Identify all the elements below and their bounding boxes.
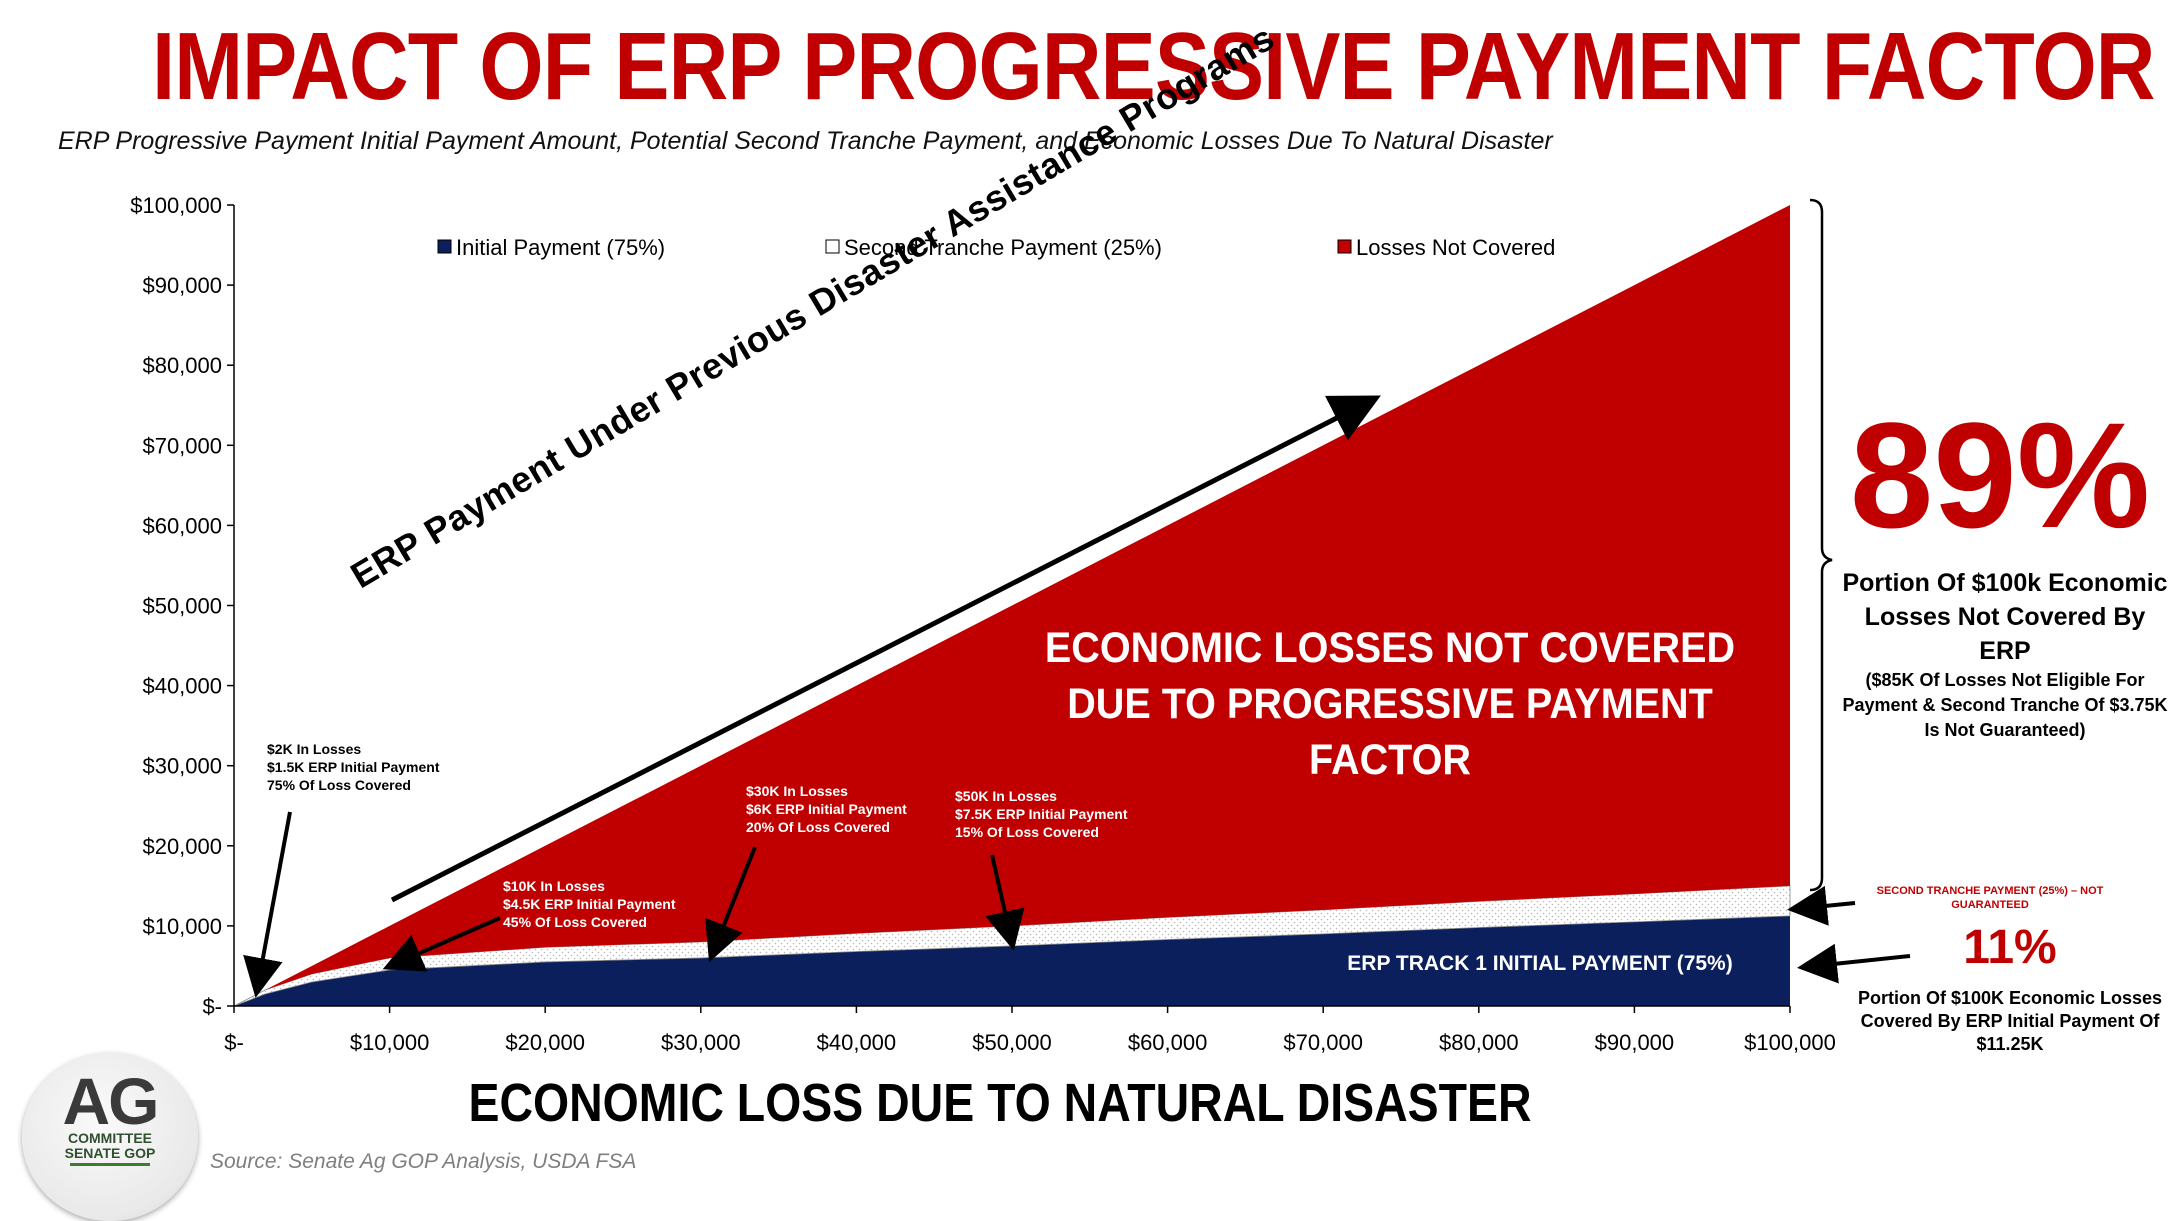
arrow-50k: [985, 854, 1025, 951]
arrow-tranche: [1787, 885, 1856, 926]
y-tick-label: $100,000: [130, 193, 222, 218]
x-tick-label: $60,000: [1128, 1030, 1208, 1055]
logo-ag-text: AG: [62, 1064, 160, 1138]
x-tick-label: $20,000: [505, 1030, 585, 1055]
x-tick-label: $-: [224, 1030, 244, 1055]
x-tick-label: $50,000: [972, 1030, 1052, 1055]
annotation-30k: $30K In Losses $6K ERP Initial Payment 20%…: [746, 783, 907, 835]
track1-label: ERP TRACK 1 INITIAL PAYMENT (75%): [1347, 952, 1733, 975]
y-tick-label: $-: [202, 994, 222, 1019]
annotation-10k: $10K In Losses $4.5K ERP Initial Payment 4…: [503, 878, 676, 930]
area-initial-payment: [234, 915, 1790, 1006]
arrow-10k: [382, 916, 501, 972]
tranche-note: SECOND TRANCHE PAYMENT (25%) – NOT GUARA…: [1876, 885, 2104, 911]
x-tick-label: $80,000: [1439, 1030, 1519, 1055]
legend-swatch: [825, 239, 840, 254]
page-subtitle: ERP Progressive Payment Initial Payment …: [58, 127, 1553, 155]
legend-label: Second Tranche Payment (25%): [844, 235, 1162, 260]
y-tick-label: $60,000: [142, 513, 222, 538]
bracket: [1809, 198, 1833, 892]
x-tick-label: $100,000: [1744, 1030, 1836, 1055]
arrow-2k: [243, 811, 292, 998]
legend-swatch: [1337, 239, 1352, 254]
y-tick-label: $70,000: [142, 433, 222, 458]
source-note: Source: Senate Ag GOP Analysis, USDA FSA: [210, 1150, 637, 1173]
arrow-diagonal: [390, 395, 1381, 903]
logo-line1: COMMITTEE: [68, 1130, 152, 1146]
logo-line2: SENATE GOP: [64, 1145, 156, 1161]
area-losses-not-covered: [234, 205, 1790, 1006]
annotation-2k: $2K In Losses $1.5K ERP Initial Payment 75…: [267, 741, 440, 793]
legend-swatch: [437, 239, 452, 254]
ag-committee-logo: AG COMMITTEE SENATE GOP: [22, 1053, 198, 1221]
legend-label: Losses Not Covered: [1356, 235, 1555, 260]
y-tick-label: $80,000: [142, 353, 222, 378]
pct-not-covered: 89%: [1849, 391, 2151, 559]
y-tick-label: $90,000: [142, 273, 222, 298]
x-tick-label: $30,000: [661, 1030, 741, 1055]
logo-bar: [70, 1163, 150, 1166]
x-tick-label: $40,000: [817, 1030, 897, 1055]
uncovered-losses-label: ECONOMIC LOSSES NOT COVERED DUE TO PROGR…: [1044, 624, 1736, 784]
pct-not-covered-desc: Portion Of $100k Economic Losses Not Cov…: [1842, 569, 2168, 665]
arrow-30k: [705, 846, 757, 963]
y-tick-label: $30,000: [142, 754, 222, 779]
x-tick-label: $70,000: [1283, 1030, 1363, 1055]
page-title: IMPACT OF ERP PROGRESSIVE PAYMENT FACTOR: [152, 13, 2155, 120]
y-tick-label: $40,000: [142, 674, 222, 699]
arrow-track1: [1797, 943, 1911, 984]
pct-not-covered-note: ($85K Of Losses Not Eligible For Payment…: [1842, 670, 2168, 740]
y-tick-label: $10,000: [142, 914, 222, 939]
y-tick-label: $20,000: [142, 834, 222, 859]
x-axis-title: ECONOMIC LOSS DUE TO NATURAL DISASTER: [468, 1073, 1532, 1133]
pct-covered-desc: Portion Of $100K Economic Losses Covered…: [1857, 988, 2163, 1054]
annotation-50k: $50K In Losses $7.5K ERP Initial Payment 1…: [955, 788, 1128, 840]
x-tick-label: $10,000: [350, 1030, 430, 1055]
y-tick-label: $50,000: [142, 594, 222, 619]
pct-covered: 11%: [1963, 921, 2057, 974]
legend-label: Initial Payment (75%): [456, 235, 665, 260]
x-tick-label: $90,000: [1595, 1030, 1675, 1055]
